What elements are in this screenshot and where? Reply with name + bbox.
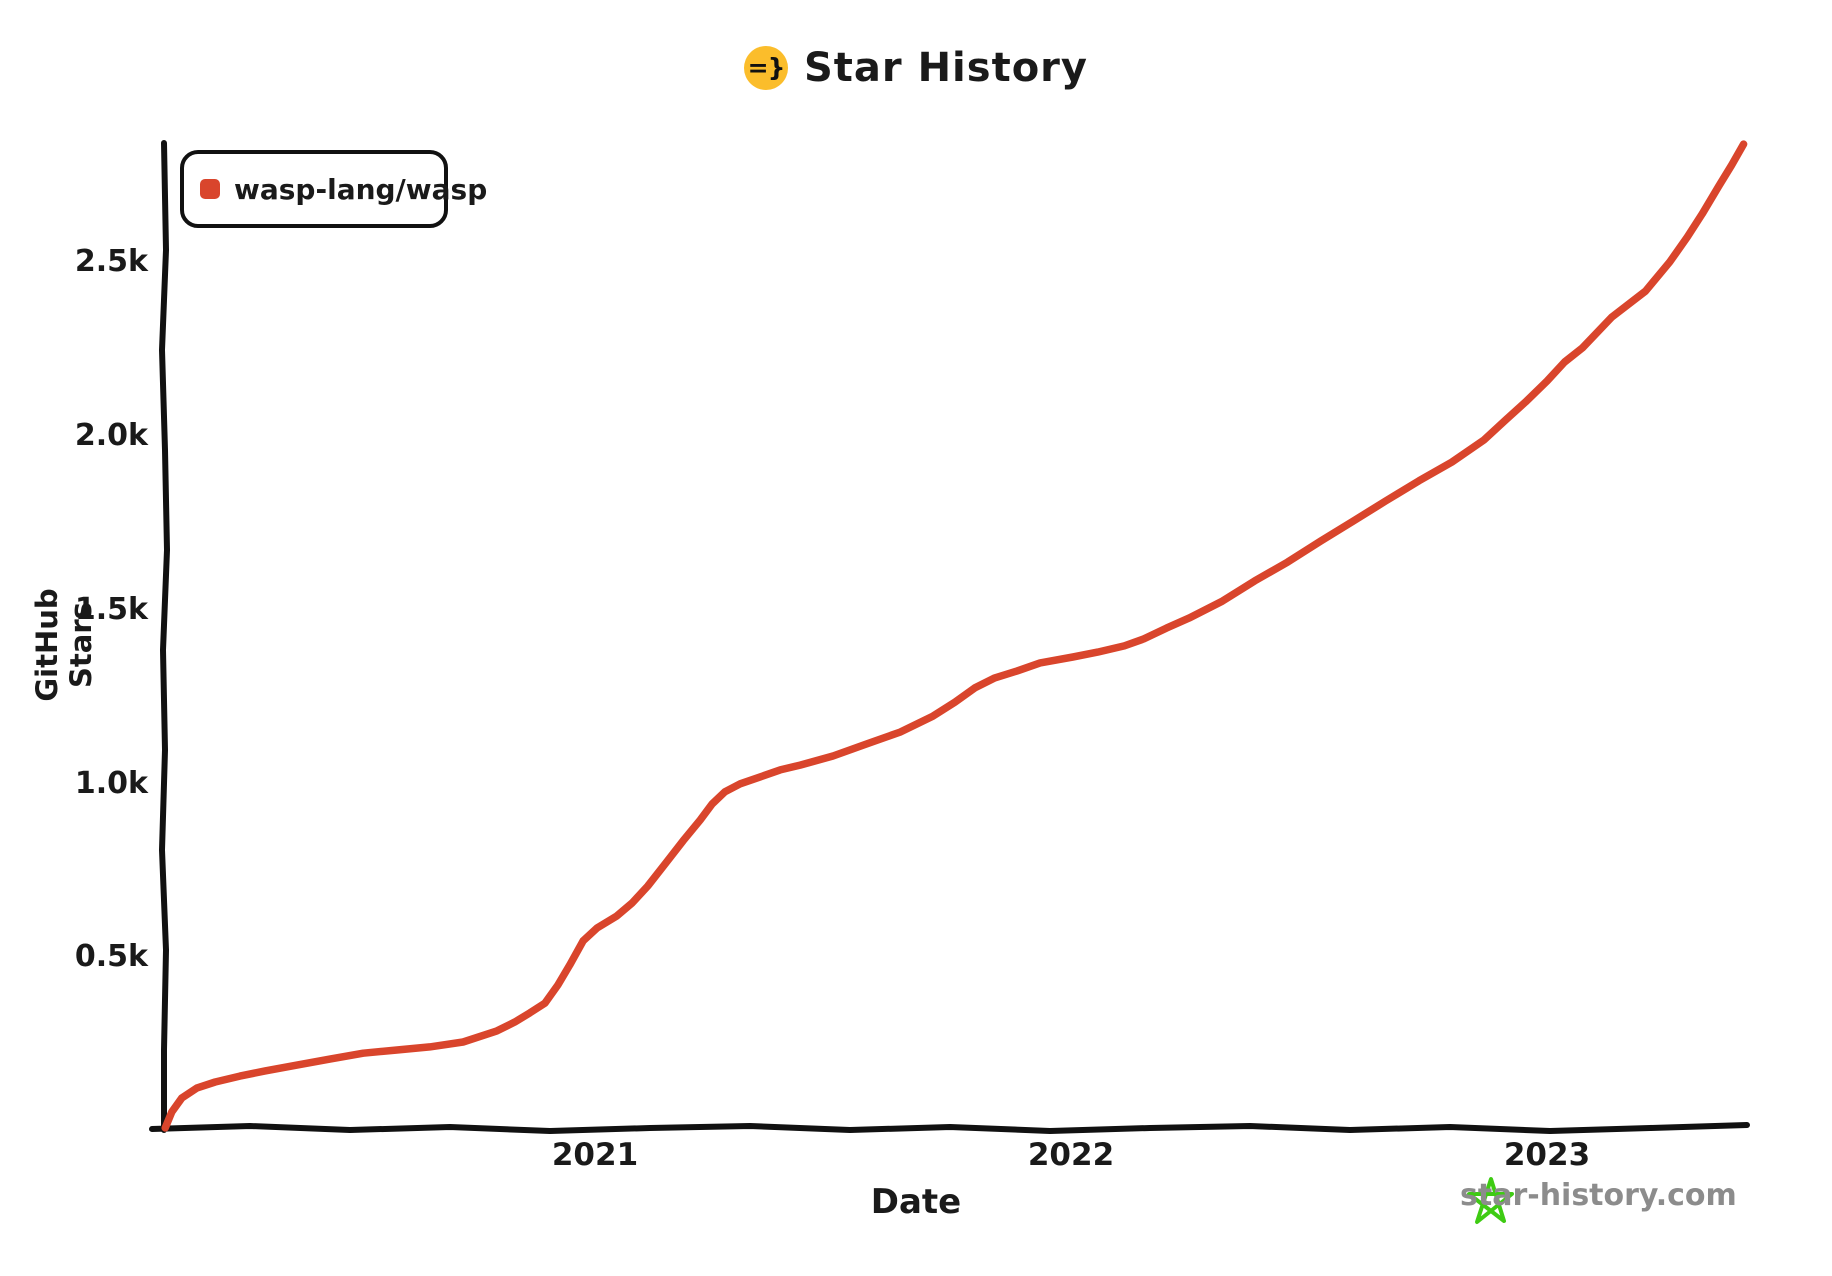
chart-title-bar: =} Star History xyxy=(0,40,1832,96)
watermark-text: star-history.com xyxy=(1460,1178,1737,1213)
watermark: star-history.com xyxy=(1460,1178,1737,1213)
series-line-wasp-lang-wasp xyxy=(161,140,1748,1132)
legend-series-label: wasp-lang/wasp xyxy=(234,172,488,206)
y-tick-label: 2.5k xyxy=(74,244,148,280)
y-tick-label: 1.0k xyxy=(74,765,148,801)
y-tick-label: 1.5k xyxy=(74,591,148,627)
y-axis-line xyxy=(159,140,170,1133)
x-axis-title: Date xyxy=(870,1182,962,1222)
legend: wasp-lang/wasp xyxy=(180,150,487,228)
y-tick-label: 0.5k xyxy=(74,939,148,975)
y-tick-label: 2.0k xyxy=(74,418,148,453)
page-title: Star History xyxy=(804,45,1088,91)
x-tick-label: 2023 xyxy=(1503,1137,1591,1173)
x-axis-line xyxy=(149,1122,1750,1134)
y-axis-title: GitHub Stars xyxy=(30,588,98,702)
star-history-logo-icon: =} xyxy=(744,46,788,90)
x-tick-label: 2022 xyxy=(1027,1137,1115,1173)
legend-series-marker xyxy=(200,179,220,199)
watermark-star-icon xyxy=(1467,1177,1514,1224)
x-tick-label: 2021 xyxy=(551,1137,639,1173)
